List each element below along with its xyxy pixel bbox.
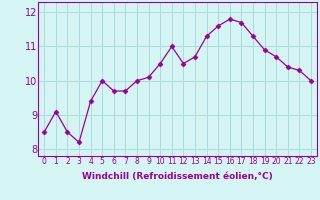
X-axis label: Windchill (Refroidissement éolien,°C): Windchill (Refroidissement éolien,°C) — [82, 172, 273, 181]
